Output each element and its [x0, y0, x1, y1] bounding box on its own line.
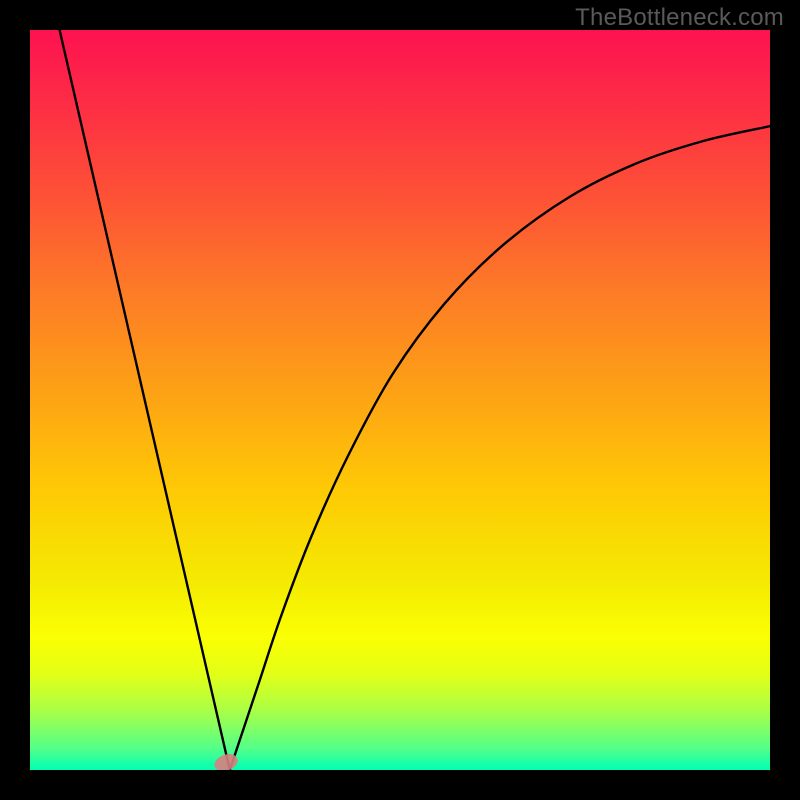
chart-svg: [30, 30, 770, 770]
watermark-text: TheBottleneck.com: [575, 4, 784, 32]
plot-area: [30, 30, 770, 770]
chart-frame: TheBottleneck.com: [0, 0, 800, 800]
gradient-background: [30, 30, 770, 770]
